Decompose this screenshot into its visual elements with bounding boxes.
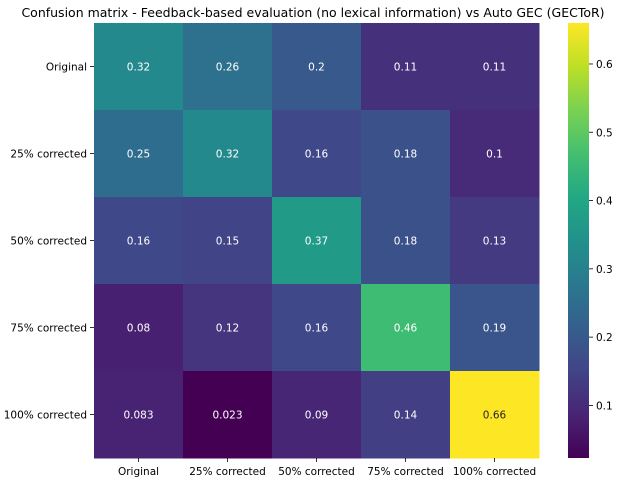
y-axis-ticks: Original 25% corrected 50% corrected 75% co…	[4, 62, 94, 422]
heatmap-cell	[94, 23, 184, 111]
heatmap-cell	[450, 23, 540, 111]
colorbar-tick-label: 0.1	[596, 400, 613, 412]
cell-value-label: 0.023	[212, 410, 242, 422]
x-tick-label: 100% corrected	[453, 466, 536, 478]
y-tick-label: 75% corrected	[10, 323, 87, 335]
cell-value-label: 0.32	[216, 149, 239, 161]
cell-value-label: 0.37	[305, 236, 328, 248]
heatmap-cell	[450, 197, 540, 285]
cell-value-label: 0.66	[483, 410, 507, 422]
cell-value-label: 0.18	[394, 236, 417, 248]
y-tick-label: 50% corrected	[10, 236, 87, 248]
heatmap-cell	[94, 110, 184, 198]
colorbar-tick-label: 0.4	[596, 196, 613, 208]
heatmap-cell	[361, 371, 451, 459]
cell-value-label: 0.11	[394, 62, 417, 74]
cell-value-label: 0.08	[127, 323, 150, 335]
cell-value-label: 0.16	[305, 149, 329, 161]
heatmap-cell	[272, 197, 362, 285]
heatmap-cell	[361, 23, 451, 111]
heatmap-cell	[183, 23, 273, 111]
y-tick-label: Original	[46, 62, 87, 74]
colorbar-tick-label: 0.5	[596, 127, 613, 139]
colorbar-tick-label: 0.3	[596, 264, 613, 276]
heatmap-cell	[361, 284, 451, 372]
heatmap-cell	[272, 284, 362, 372]
chart-title: Confusion matrix - Feedback-based evalua…	[21, 5, 604, 20]
colorbar-tick-label: 0.6	[596, 59, 613, 71]
heatmap-cell	[361, 110, 451, 198]
heatmap-cell	[183, 284, 273, 372]
heatmap-cell	[361, 197, 451, 285]
x-tick-label: 50% corrected	[278, 466, 355, 478]
cell-value-label: 0.1	[486, 149, 503, 161]
cell-value-label: 0.14	[394, 410, 418, 422]
cell-value-label: 0.26	[216, 62, 240, 74]
x-tick-label: 75% corrected	[367, 466, 444, 478]
colorbar: 0.1 0.2 0.3 0.4 0.5 0.6	[568, 23, 613, 458]
y-tick-label: 25% corrected	[10, 149, 87, 161]
cell-value-label: 0.19	[483, 323, 506, 335]
heatmap-cell	[450, 284, 540, 372]
heatmap-cell-labels: 0.32 0.26 0.2 0.11 0.11 0.25 0.32 0.16 0.18 0.1 0.…	[123, 62, 506, 422]
heatmap-cell	[183, 110, 273, 198]
heatmap-cell	[183, 371, 273, 459]
cell-value-label: 0.16	[127, 236, 151, 248]
cell-value-label: 0.15	[216, 236, 239, 248]
colorbar-gradient	[568, 23, 589, 458]
heatmap-cell	[94, 197, 184, 285]
heatmap-cells	[94, 23, 540, 459]
colorbar-tick-label: 0.2	[596, 332, 613, 344]
cell-value-label: 0.09	[305, 410, 328, 422]
heatmap-cell	[94, 371, 184, 459]
cell-value-label: 0.2	[308, 62, 325, 74]
cell-value-label: 0.11	[483, 62, 506, 74]
cell-value-label: 0.12	[216, 323, 239, 335]
heatmap-cell	[272, 371, 362, 459]
x-axis-ticks: Original 25% corrected 50% corrected 75% co…	[118, 458, 536, 478]
x-tick-label: Original	[118, 466, 159, 478]
cell-value-label: 0.083	[123, 410, 153, 422]
cell-value-label: 0.46	[394, 323, 418, 335]
heatmap-cell	[272, 23, 362, 111]
heatmap-cell	[272, 110, 362, 198]
cell-value-label: 0.25	[127, 149, 150, 161]
cell-value-label: 0.32	[127, 62, 150, 74]
heatmap-cell	[450, 110, 540, 198]
cell-value-label: 0.16	[305, 323, 329, 335]
cell-value-label: 0.18	[394, 149, 417, 161]
heatmap-cell	[183, 197, 273, 285]
heatmap-cell	[450, 371, 540, 459]
cell-value-label: 0.13	[483, 236, 506, 248]
x-tick-label: 25% corrected	[189, 466, 266, 478]
y-tick-label: 100% corrected	[4, 410, 87, 422]
heatmap-cell	[94, 284, 184, 372]
